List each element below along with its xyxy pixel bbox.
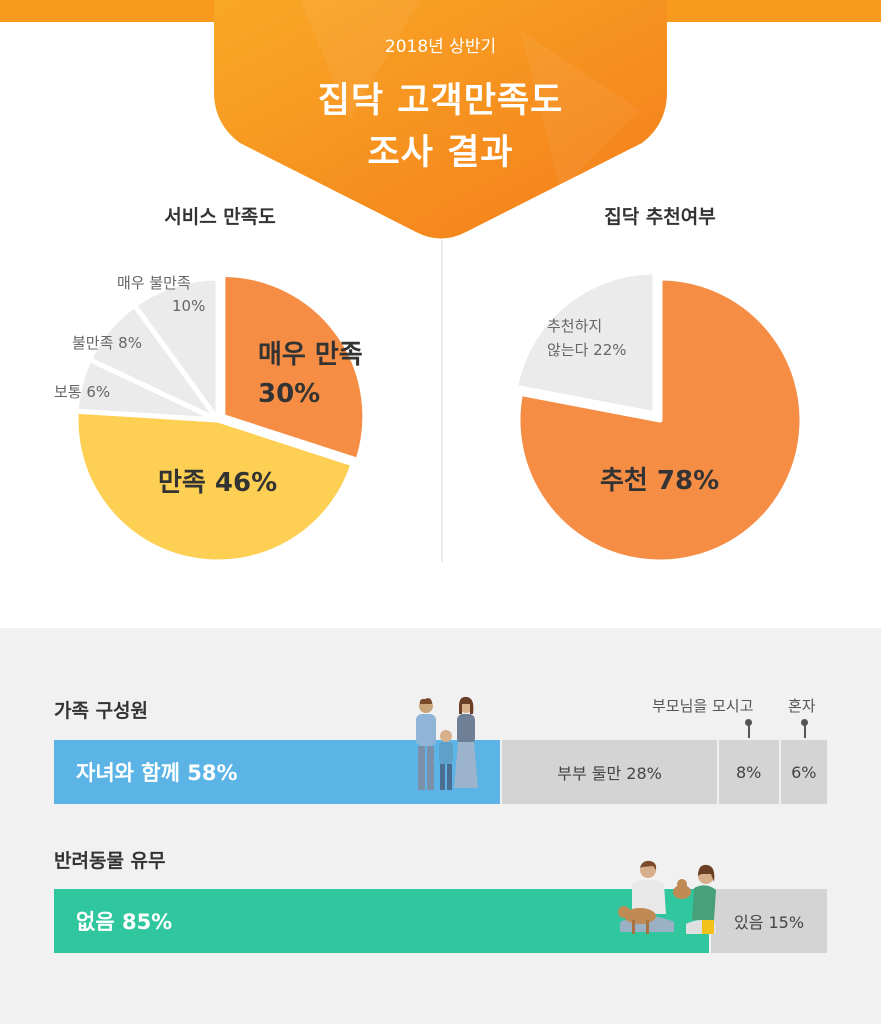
slice-label-very-satisfied: 매우 만족 [258,340,363,370]
bottom-section [0,628,881,1024]
pets-segment-0: 없음 85% [54,889,710,953]
slice-label-dissatisfied: 불만족 8% [72,334,142,352]
header-banner [214,0,667,239]
slice-pct-very-dissatisfied: 10% [172,297,206,315]
family-segment-label-3: 6% [791,762,817,782]
family-segment-label-1: 부부 둘만 28% [557,764,662,783]
family-segment-0: 자녀와 함께 58% [54,740,501,804]
family-bar: 자녀와 함께 58% 부부 둘만 28% 8% 6% [54,740,827,804]
pets-segment-label-0: 없음 85% [76,910,173,934]
service-slice-1 [73,408,356,565]
family-segment-3: 6% [780,740,827,804]
header-title-line2: 조사 결과 [367,133,514,173]
recommend-slice-1 [512,269,658,417]
pets-bar: 없음 85% 있음 15% [54,889,827,953]
pie-charts [73,269,805,565]
header-title-line1: 집닥 고객만족도 [317,81,564,121]
family-title: 가족 구성원 [54,700,149,722]
family-segment-2: 8% [718,740,779,804]
callout-tick [804,724,806,738]
slice-label-not-recommend-2: 않는다 22% [547,341,627,359]
callout-alone: 혼자 [788,697,816,715]
family-illustration-icon [416,696,478,790]
slice-pct-very-satisfied: 30% [258,379,321,409]
callout-with-parents: 부모님을 모시고 [652,697,754,715]
slice-label-recommend: 추천 78% [600,466,720,496]
pet-owners-illustration-icon [618,860,716,934]
family-segment-1: 부부 둘만 28% [502,740,717,804]
family-segment-label-0: 자녀와 함께 58% [76,761,238,785]
service-satisfaction-title: 서비스 만족도 [164,206,276,228]
slice-label-satisfied: 만족 46% [158,468,278,498]
callout-tick [748,724,750,738]
service-slice-0 [220,271,368,463]
recommendation-title: 집닥 추천여부 [604,206,716,228]
pets-segment-label-1: 있음 15% [733,913,805,932]
pets-segment-1: 있음 15% [711,889,827,953]
family-segment-label-2: 8% [735,762,762,782]
pets-title: 반려동물 유무 [54,850,166,872]
callout-dot [801,719,808,726]
pie-divider [441,240,443,562]
service-slice-4 [132,275,221,423]
recommend-slice-0 [515,275,805,565]
header-subtitle: 2018년 상반기 [384,37,497,57]
slice-label-not-recommend: 추천하지 [547,317,603,335]
callout-dot [745,719,752,726]
slice-label-neutral: 보통 6% [54,383,111,401]
slice-label-very-dissatisfied: 매우 불만족 [117,274,191,292]
